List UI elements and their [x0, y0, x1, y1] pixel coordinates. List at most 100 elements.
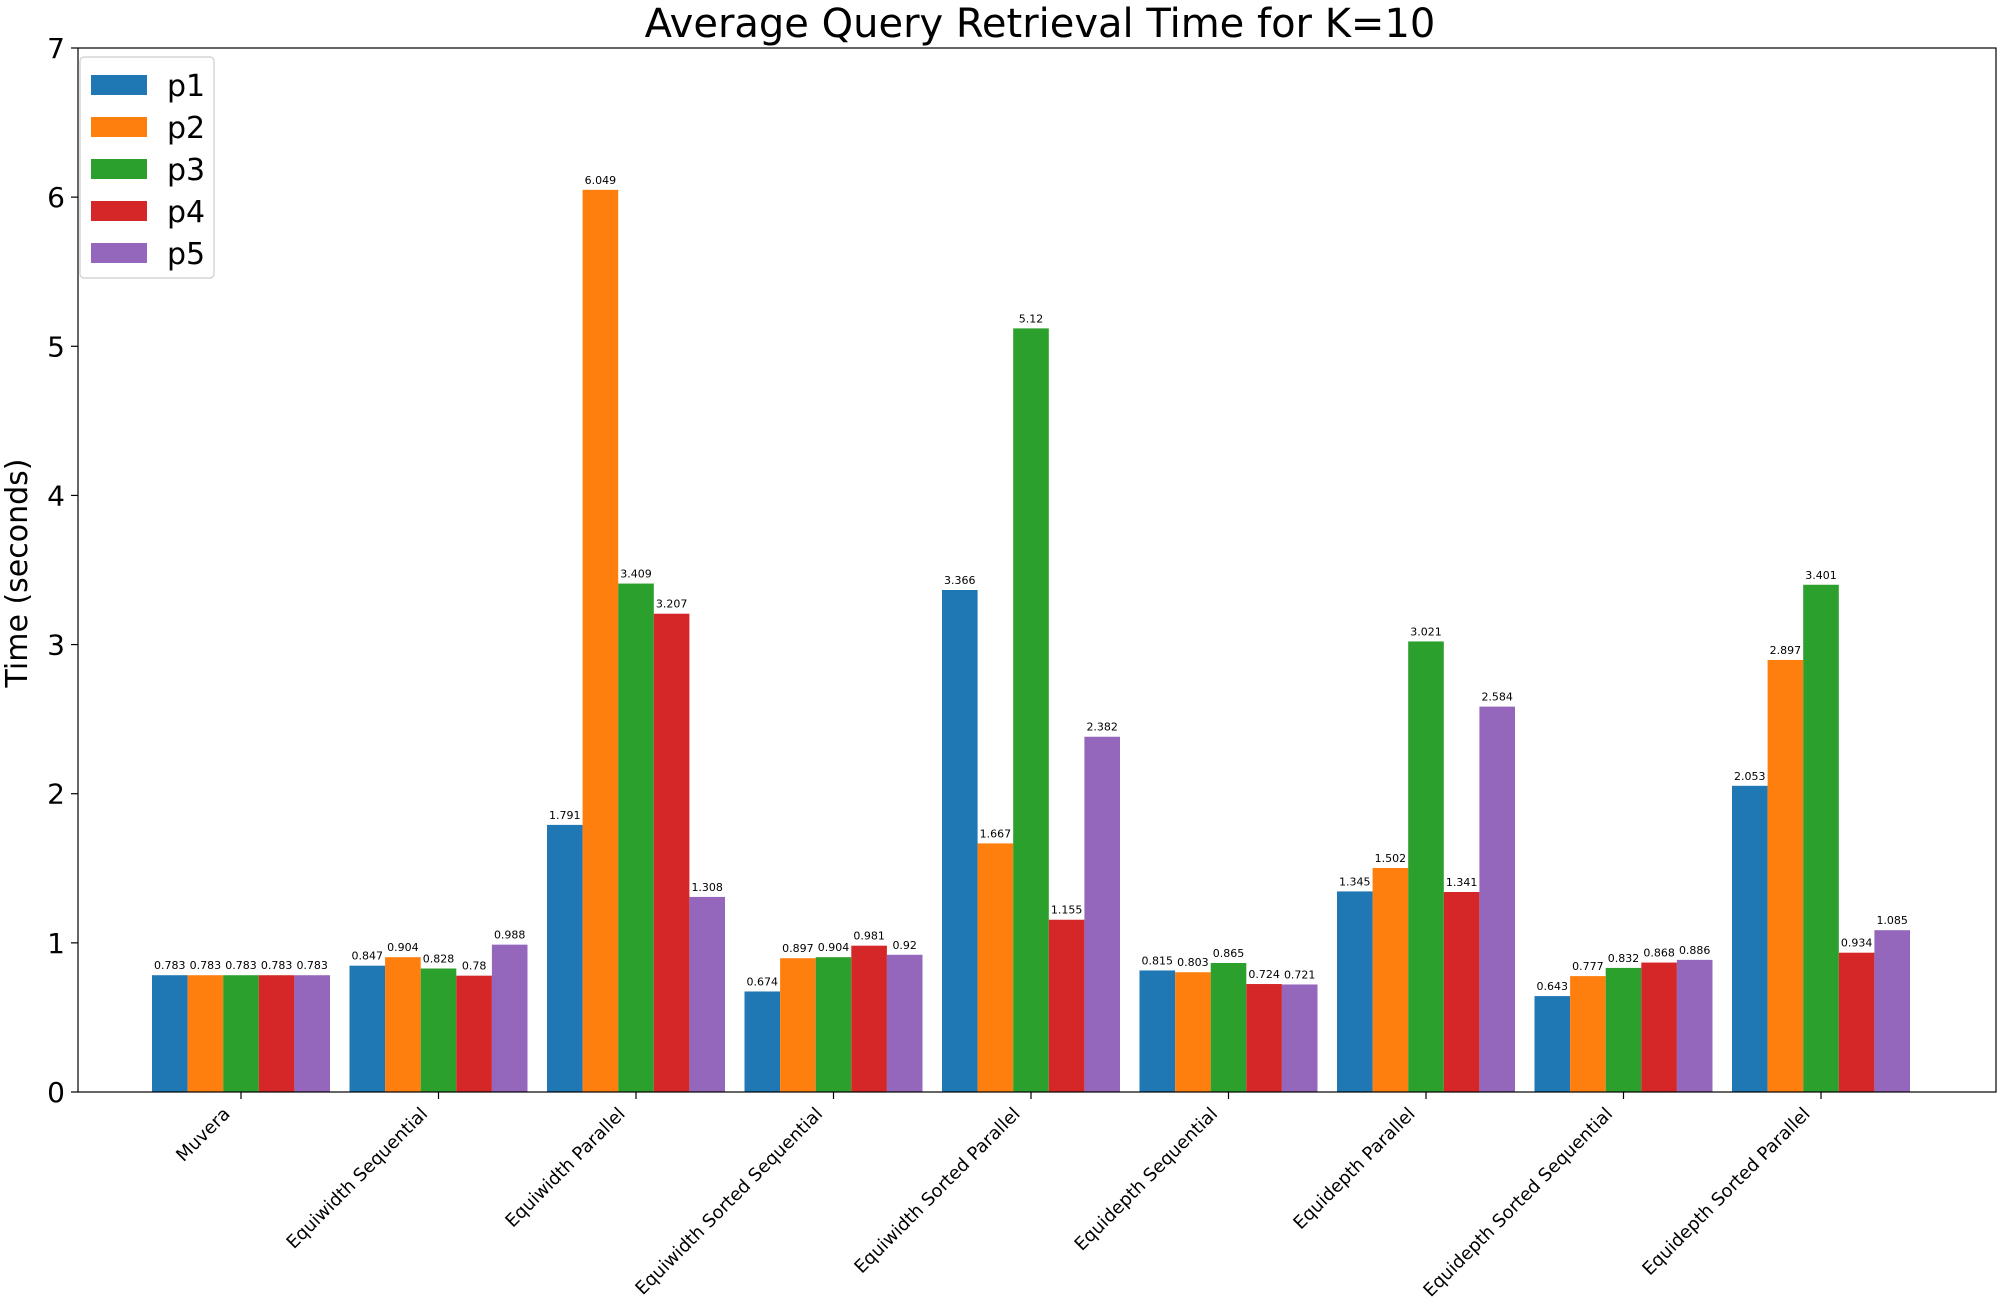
- bar-p5: [886, 954, 923, 1092]
- bar-value-label: 0.904: [387, 941, 419, 954]
- bar-value-label: 3.401: [1805, 569, 1837, 582]
- bar-value-label: 1.085: [1876, 914, 1908, 927]
- y-axis-ticks: 0 1 2 3 4 5 6 7: [47, 32, 78, 1109]
- bar-p2: [187, 975, 224, 1092]
- bar-p4: [1641, 962, 1677, 1092]
- bar-p5: [1479, 706, 1515, 1092]
- legend-swatch-p2: [91, 117, 147, 137]
- bar-p3: [1210, 962, 1247, 1092]
- bar-p1: [1337, 891, 1373, 1092]
- x-tick-label: Equidepth Parallel: [1289, 1104, 1419, 1234]
- bar-p5: [294, 975, 330, 1092]
- legend-label-p1: p1: [167, 69, 205, 104]
- bar-value-label: 1.341: [1446, 876, 1478, 889]
- bar-p5: [1874, 930, 1910, 1092]
- bar-value-label: 6.049: [585, 174, 617, 187]
- legend-label-p4: p4: [167, 195, 205, 230]
- bar-value-label: 0.783: [296, 959, 328, 972]
- bar-value-label: 0.934: [1841, 937, 1873, 950]
- bar-p5: [491, 944, 528, 1092]
- bar-value-label: 0.724: [1248, 968, 1280, 981]
- y-tick-label: 0: [47, 1076, 65, 1109]
- bar-series: [152, 189, 1910, 1093]
- bar-p4: [1246, 984, 1282, 1092]
- bar-p3: [1605, 967, 1642, 1092]
- bar-p3: [420, 968, 457, 1092]
- bar-value-label: 0.721: [1284, 968, 1316, 981]
- bar-p5: [1084, 736, 1120, 1092]
- legend-swatch-p4: [91, 201, 147, 221]
- bar-value-label: 1.155: [1051, 904, 1083, 917]
- legend-swatch-p1: [91, 75, 147, 95]
- bar-p1: [1732, 785, 1768, 1092]
- bar-p3: [1803, 584, 1839, 1092]
- y-axis-label: Time (seconds): [0, 459, 35, 689]
- bar-p2: [582, 189, 619, 1093]
- bar-value-label: 0.988: [494, 929, 526, 942]
- bar-p1: [152, 975, 188, 1092]
- bar-value-label: 0.828: [423, 953, 455, 966]
- bar-value-label: 0.847: [352, 950, 384, 963]
- bar-value-label: 3.021: [1410, 625, 1442, 638]
- y-tick-label: 2: [47, 778, 65, 811]
- bar-p5: [1281, 984, 1318, 1092]
- x-tick-label: Equiwidth Sequential: [283, 1104, 433, 1254]
- bar-p4: [851, 945, 887, 1092]
- bar-p4: [1048, 919, 1085, 1092]
- x-tick-label: Equiwidth Sorted Parallel: [850, 1104, 1024, 1278]
- bar-value-label: 3.207: [656, 598, 688, 611]
- bar-value-label: 1.667: [980, 827, 1012, 840]
- chart-title: Average Query Retrieval Time for K=10: [645, 1, 1436, 47]
- y-tick-label: 6: [47, 181, 65, 214]
- bar-p1: [547, 824, 583, 1092]
- y-tick-label: 7: [47, 32, 65, 65]
- x-tick-label: Muvera: [172, 1104, 234, 1166]
- bar-value-label: 5.12: [1019, 312, 1044, 325]
- bar-value-label: 3.409: [620, 568, 652, 581]
- bar-p2: [1767, 659, 1804, 1092]
- bar-p2: [1372, 867, 1409, 1092]
- bar-p1: [744, 991, 781, 1092]
- bar-p2: [780, 958, 816, 1092]
- data-labels: 0.783 0.783 0.783 0.783 0.7830.8470.9040.828…: [154, 174, 1908, 993]
- bar-p3: [618, 583, 654, 1092]
- bar-p2: [977, 843, 1014, 1092]
- bar-value-label: 0.981: [853, 930, 885, 943]
- bar-p5: [689, 896, 725, 1092]
- x-axis-ticks: Muvera Equiwidth Sequential Equiwidth Para…: [172, 1092, 1822, 1300]
- y-tick-label: 3: [47, 629, 65, 662]
- legend-label-p5: p5: [167, 237, 205, 272]
- bar-p3: [1408, 641, 1444, 1092]
- bar-value-label: 0.783: [190, 959, 222, 972]
- bar-value-label: 0.897: [782, 942, 814, 955]
- bar-value-label: 0.783: [154, 959, 186, 972]
- bar-p2: [1175, 972, 1211, 1092]
- bar-p3: [1013, 328, 1049, 1093]
- legend-swatch-p3: [91, 159, 147, 179]
- x-tick-label: Equidepth Sorted Sequential: [1419, 1104, 1617, 1300]
- bar-value-label: 3.366: [944, 574, 976, 587]
- bar-value-label: 0.803: [1177, 956, 1209, 969]
- y-tick-label: 1: [47, 927, 65, 960]
- y-tick-label: 4: [47, 479, 65, 512]
- bar-p4: [258, 975, 295, 1092]
- bar-value-label: 0.868: [1643, 947, 1675, 960]
- bar-p2: [385, 957, 421, 1092]
- bar-p3: [815, 957, 852, 1092]
- bar-p1: [942, 589, 978, 1092]
- legend-label-p3: p3: [167, 153, 205, 188]
- bar-value-label: 2.584: [1481, 691, 1513, 704]
- bar-value-label: 0.674: [747, 975, 779, 988]
- bar-p4: [456, 975, 492, 1092]
- bar-value-label: 0.643: [1537, 980, 1569, 993]
- bar-p4: [1838, 952, 1875, 1092]
- x-tick-label: Equiwidth Parallel: [501, 1104, 629, 1232]
- bar-value-label: 1.345: [1339, 875, 1371, 888]
- legend: p1 p2 p3 p4 p5: [79, 56, 215, 279]
- bar-value-label: 0.777: [1572, 960, 1604, 973]
- bar-p1: [1534, 996, 1571, 1092]
- bar-p1: [349, 965, 386, 1092]
- bar-p3: [223, 975, 259, 1092]
- bar-value-label: 0.783: [261, 959, 293, 972]
